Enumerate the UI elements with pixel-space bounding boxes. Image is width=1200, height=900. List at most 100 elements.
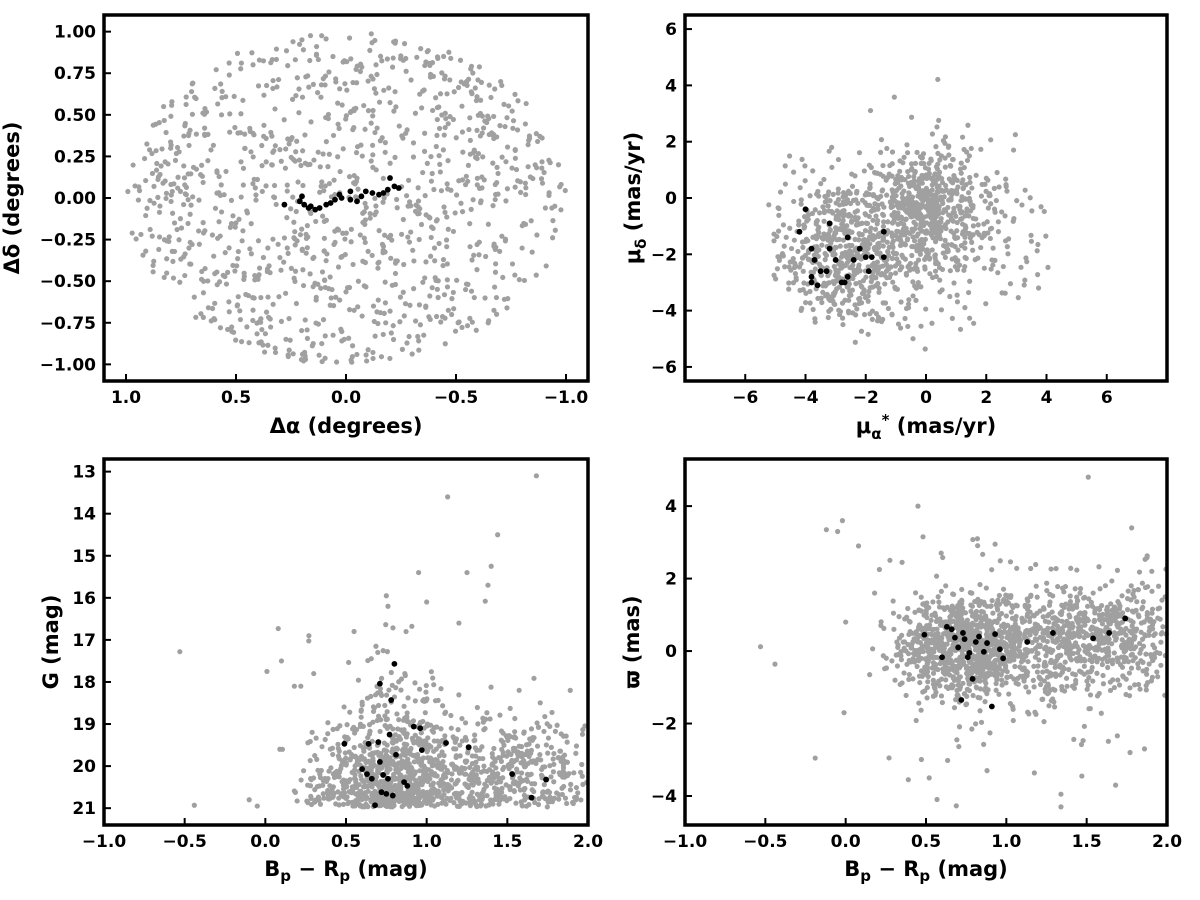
field-star-point	[404, 714, 410, 720]
field-star-point	[202, 265, 208, 272]
field-star-point	[551, 761, 557, 767]
y-tick-label: 4	[665, 76, 677, 96]
field-star-point	[942, 254, 948, 261]
member-star-point	[347, 188, 354, 195]
field-star-point	[486, 766, 493, 773]
field-star-point	[448, 187, 454, 193]
field-star-point	[196, 228, 202, 234]
field-star-point	[881, 219, 887, 225]
field-star-point	[507, 795, 513, 802]
field-star-point	[889, 220, 896, 226]
field-star-point	[902, 217, 908, 223]
field-star-point	[485, 582, 491, 588]
field-star-point	[930, 599, 936, 605]
field-star-point	[889, 149, 896, 155]
field-star-point	[936, 183, 942, 189]
field-star-point	[851, 268, 857, 275]
field-star-point	[433, 313, 440, 320]
field-star-point	[493, 191, 499, 198]
field-star-point	[259, 188, 265, 195]
field-star-point	[526, 802, 532, 808]
field-star-point	[782, 264, 788, 270]
field-star-point	[390, 726, 396, 732]
field-star-point	[517, 787, 523, 793]
x-tick-label: −0.5	[162, 832, 206, 852]
field-star-point	[272, 345, 278, 351]
field-star-point	[840, 315, 846, 321]
field-star-point	[468, 206, 474, 212]
field-star-point	[964, 157, 971, 164]
field-star-point	[335, 154, 341, 160]
field-star-point	[357, 721, 364, 727]
field-star-point	[511, 748, 517, 754]
field-star-point	[246, 340, 252, 346]
field-star-point	[389, 64, 396, 70]
field-star-point	[318, 285, 324, 291]
field-star-point	[895, 652, 901, 658]
field-star-point	[838, 260, 845, 266]
field-star-point	[853, 281, 859, 287]
field-star-point	[846, 228, 852, 234]
field-star-point	[893, 251, 900, 257]
field-star-point	[523, 100, 529, 107]
field-star-point	[169, 248, 175, 254]
field-star-point	[427, 722, 434, 728]
field-star-point	[370, 142, 376, 148]
field-star-point	[936, 117, 942, 124]
member-star-point	[856, 245, 863, 252]
field-star-point	[181, 175, 188, 181]
x-tick-label: −4	[792, 388, 818, 408]
member-star-point	[817, 268, 824, 275]
field-star-point	[213, 67, 219, 73]
field-star-point	[428, 153, 434, 160]
field-star-point	[198, 311, 204, 317]
field-star-point	[360, 219, 366, 226]
field-star-point	[1000, 263, 1006, 270]
field-star-point	[375, 713, 382, 719]
field-star-point	[375, 265, 381, 271]
field-star-point	[786, 286, 792, 292]
field-star-point	[905, 323, 911, 330]
field-star-point	[292, 268, 299, 274]
field-star-point	[878, 318, 885, 325]
field-star-point	[425, 735, 431, 741]
member-star-point	[543, 776, 549, 783]
field-star-point	[332, 191, 338, 198]
field-star-point	[319, 33, 325, 39]
field-star-point	[843, 243, 849, 249]
field-star-point	[869, 262, 876, 268]
field-star-point	[238, 60, 244, 66]
field-star-point	[967, 198, 973, 205]
field-star-point	[411, 740, 417, 746]
field-star-point	[491, 307, 497, 313]
field-star-point	[136, 188, 143, 194]
member-star-point	[509, 771, 516, 777]
field-star-point	[506, 103, 512, 109]
field-star-point	[408, 745, 414, 752]
y-tick-label: 18	[72, 673, 96, 693]
field-star-point	[283, 290, 289, 296]
field-star-point	[462, 781, 468, 787]
x-tick-label: −1.0	[82, 832, 127, 852]
field-star-point	[932, 253, 938, 259]
field-star-point	[865, 298, 871, 304]
field-star-point	[419, 105, 425, 111]
field-star-point	[941, 243, 947, 249]
field-star-point	[383, 692, 390, 698]
field-star-point	[993, 197, 999, 204]
field-star-point	[370, 704, 377, 710]
field-star-point	[540, 794, 547, 800]
field-star-point	[361, 235, 367, 241]
field-star-point	[436, 789, 442, 795]
field-star-point	[796, 218, 802, 224]
x-tick-label: 6	[1101, 388, 1113, 408]
field-star-point	[821, 208, 828, 214]
field-star-point	[971, 320, 977, 326]
field-star-point	[438, 319, 444, 325]
field-star-point	[372, 195, 378, 202]
field-star-point	[898, 214, 904, 220]
field-star-point	[529, 249, 535, 255]
field-star-point	[346, 307, 353, 313]
field-star-point	[133, 236, 139, 242]
field-star-point	[859, 220, 865, 226]
